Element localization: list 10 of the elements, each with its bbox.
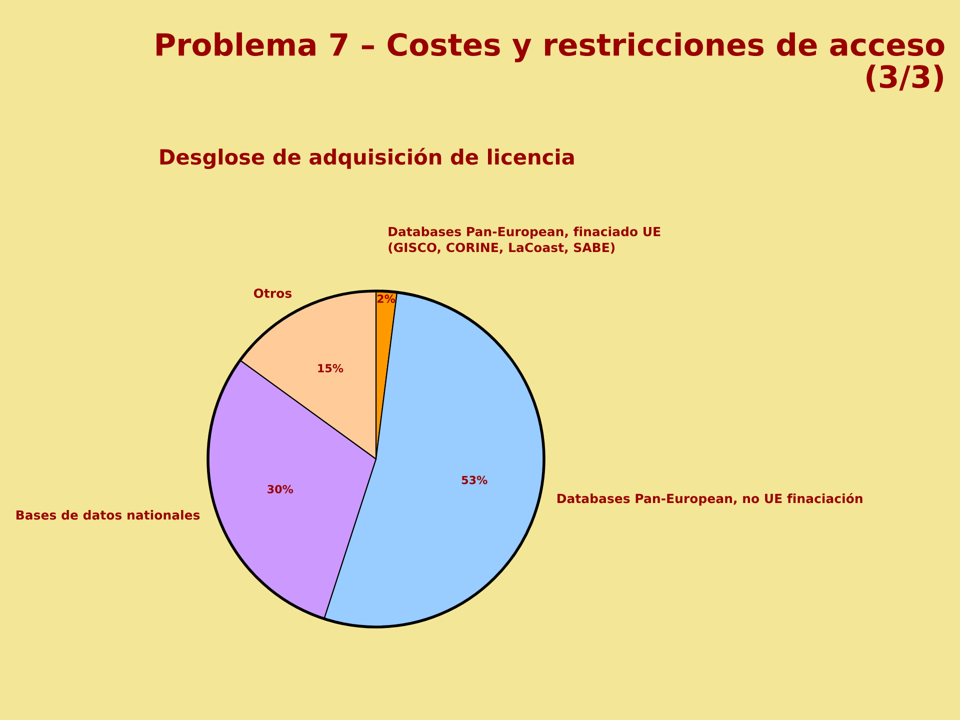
slice-label: Otros — [254, 288, 292, 298]
slice-label: Bases de datos nationales — [16, 510, 200, 520]
slice-label: Databases Pan-European, finaciado UE (GISCO, CORINE, LaCoast, SABE) — [388, 226, 660, 254]
data-label: 53% — [462, 476, 488, 484]
data-label: 30% — [268, 484, 294, 494]
chart-subtitle: Desglose de adquisición de licencia — [160, 148, 574, 169]
chart-title: Problema 7 – Costes y restricciones de acceso (3/3) — [156, 32, 944, 92]
slice-label: Databases Pan-European, no UE finaciación — [558, 493, 862, 506]
data-label: 2% — [377, 294, 396, 303]
data-label: 15% — [318, 364, 344, 372]
